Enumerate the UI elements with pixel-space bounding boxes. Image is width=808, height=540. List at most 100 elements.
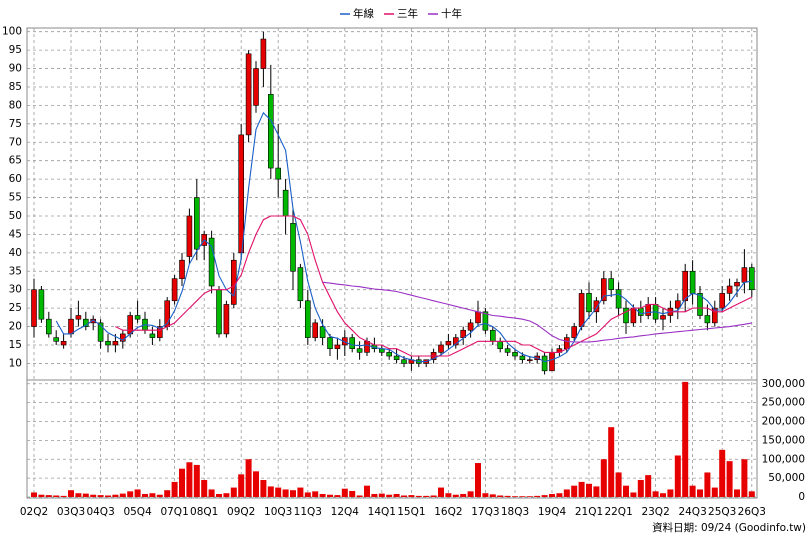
candle-body [179,259,185,279]
candle-body [460,329,467,338]
candle-body [674,300,681,309]
legend-label: 十年 [441,7,462,20]
candle-body [349,337,356,349]
x-tick-label: 19Q4 [538,506,567,518]
volume-bar [327,494,333,497]
volume-bar [719,449,726,497]
y-tick-label: 40 [9,247,22,259]
candle-body [497,340,504,349]
candle-body [741,267,748,283]
volume-bar [623,485,629,497]
volume-bar [223,493,230,497]
candle-body [438,344,444,353]
candle-body [149,333,156,338]
volume-bar [386,494,393,497]
volume-bar [408,495,415,497]
candle-body [223,304,230,335]
volume-bar [726,461,733,497]
volume-bar [438,487,444,497]
candle-body [334,344,341,349]
y-tick-label: 80 [9,99,22,111]
y-tick-label: 25 [9,302,22,314]
volume-bar [319,493,326,497]
volume-bar [556,493,563,497]
candle-body [90,318,96,324]
candle-body [475,311,481,324]
candle-body [600,278,607,302]
volume-bar [526,496,533,497]
volume-bar [31,492,37,497]
candle-body [734,282,740,287]
candle-body [697,293,703,316]
candle-body [127,315,133,335]
y2-tick-label: 300,000 [762,378,805,390]
y-tick-label: 45 [9,228,22,240]
volume-bar [275,487,282,497]
volume-bar [497,495,504,497]
candle-body [134,315,141,320]
volume-bar [489,494,496,497]
volume-bar [201,480,208,497]
volume-bar [179,468,185,497]
x-tick-label: 25Q3 [708,506,736,518]
y-tick-label: 20 [9,321,22,333]
ma-line [115,215,753,357]
y-tick-label: 10 [9,357,22,369]
candle-body [719,293,726,309]
volume-bar [593,486,600,497]
y-tick-label: 70 [9,136,22,148]
candle-body [304,300,311,338]
volume-bar [312,491,319,497]
x-tick-label: 21Q1 [575,506,603,518]
volume-bar [452,494,459,497]
y2-tick-label: 100,000 [762,453,805,465]
candle-body [267,94,274,169]
volume-bar [748,491,755,497]
x-tick-label: 18Q3 [501,506,529,518]
volume-bar [334,495,341,497]
x-tick-label: 23Q2 [641,506,669,518]
y-tick-label: 100 [2,26,22,38]
candle-body [45,318,52,335]
x-tick-label: 26Q3 [738,506,766,518]
plot-frame [26,27,758,499]
y-tick-label: 15 [9,339,22,351]
candle-body [571,326,578,338]
candle-body [401,359,407,364]
volume-bar [371,493,378,497]
y-tick-label: 95 [9,44,22,56]
candle-body [171,278,178,302]
candle-body [452,337,459,346]
volume-bar [519,496,526,497]
candle-body [645,304,652,316]
volume-bar [53,495,60,497]
volume-bar [90,494,97,497]
volume-bar [697,489,703,497]
candle-body [563,337,570,349]
candle-body [489,329,496,342]
candle-body [549,352,555,372]
candle-body [157,326,163,338]
candle-body [194,197,200,250]
volume-bar [423,495,430,497]
volume-bar [711,487,718,497]
volume-bar [297,487,304,497]
volume-bar [734,489,740,497]
candle-body [186,215,193,257]
source-note: 資料日期: 09/24 (Goodinfo.tw) [652,521,806,534]
y2-tick-label: 250,000 [762,397,805,409]
volume-bar [38,494,45,497]
candle-body [231,259,237,305]
candle-body [711,307,718,324]
volume-bar [445,493,452,497]
y-tick-label: 65 [9,155,22,167]
x-tick-label: 10Q3 [264,506,292,518]
x-tick-label: 12Q4 [331,506,360,518]
volume-bar [578,481,585,497]
volume-bar [667,489,674,497]
candle-body [105,340,111,346]
volume-bar [630,492,637,497]
candle-body [327,337,333,349]
x-tick-label: 02Q2 [20,506,48,518]
